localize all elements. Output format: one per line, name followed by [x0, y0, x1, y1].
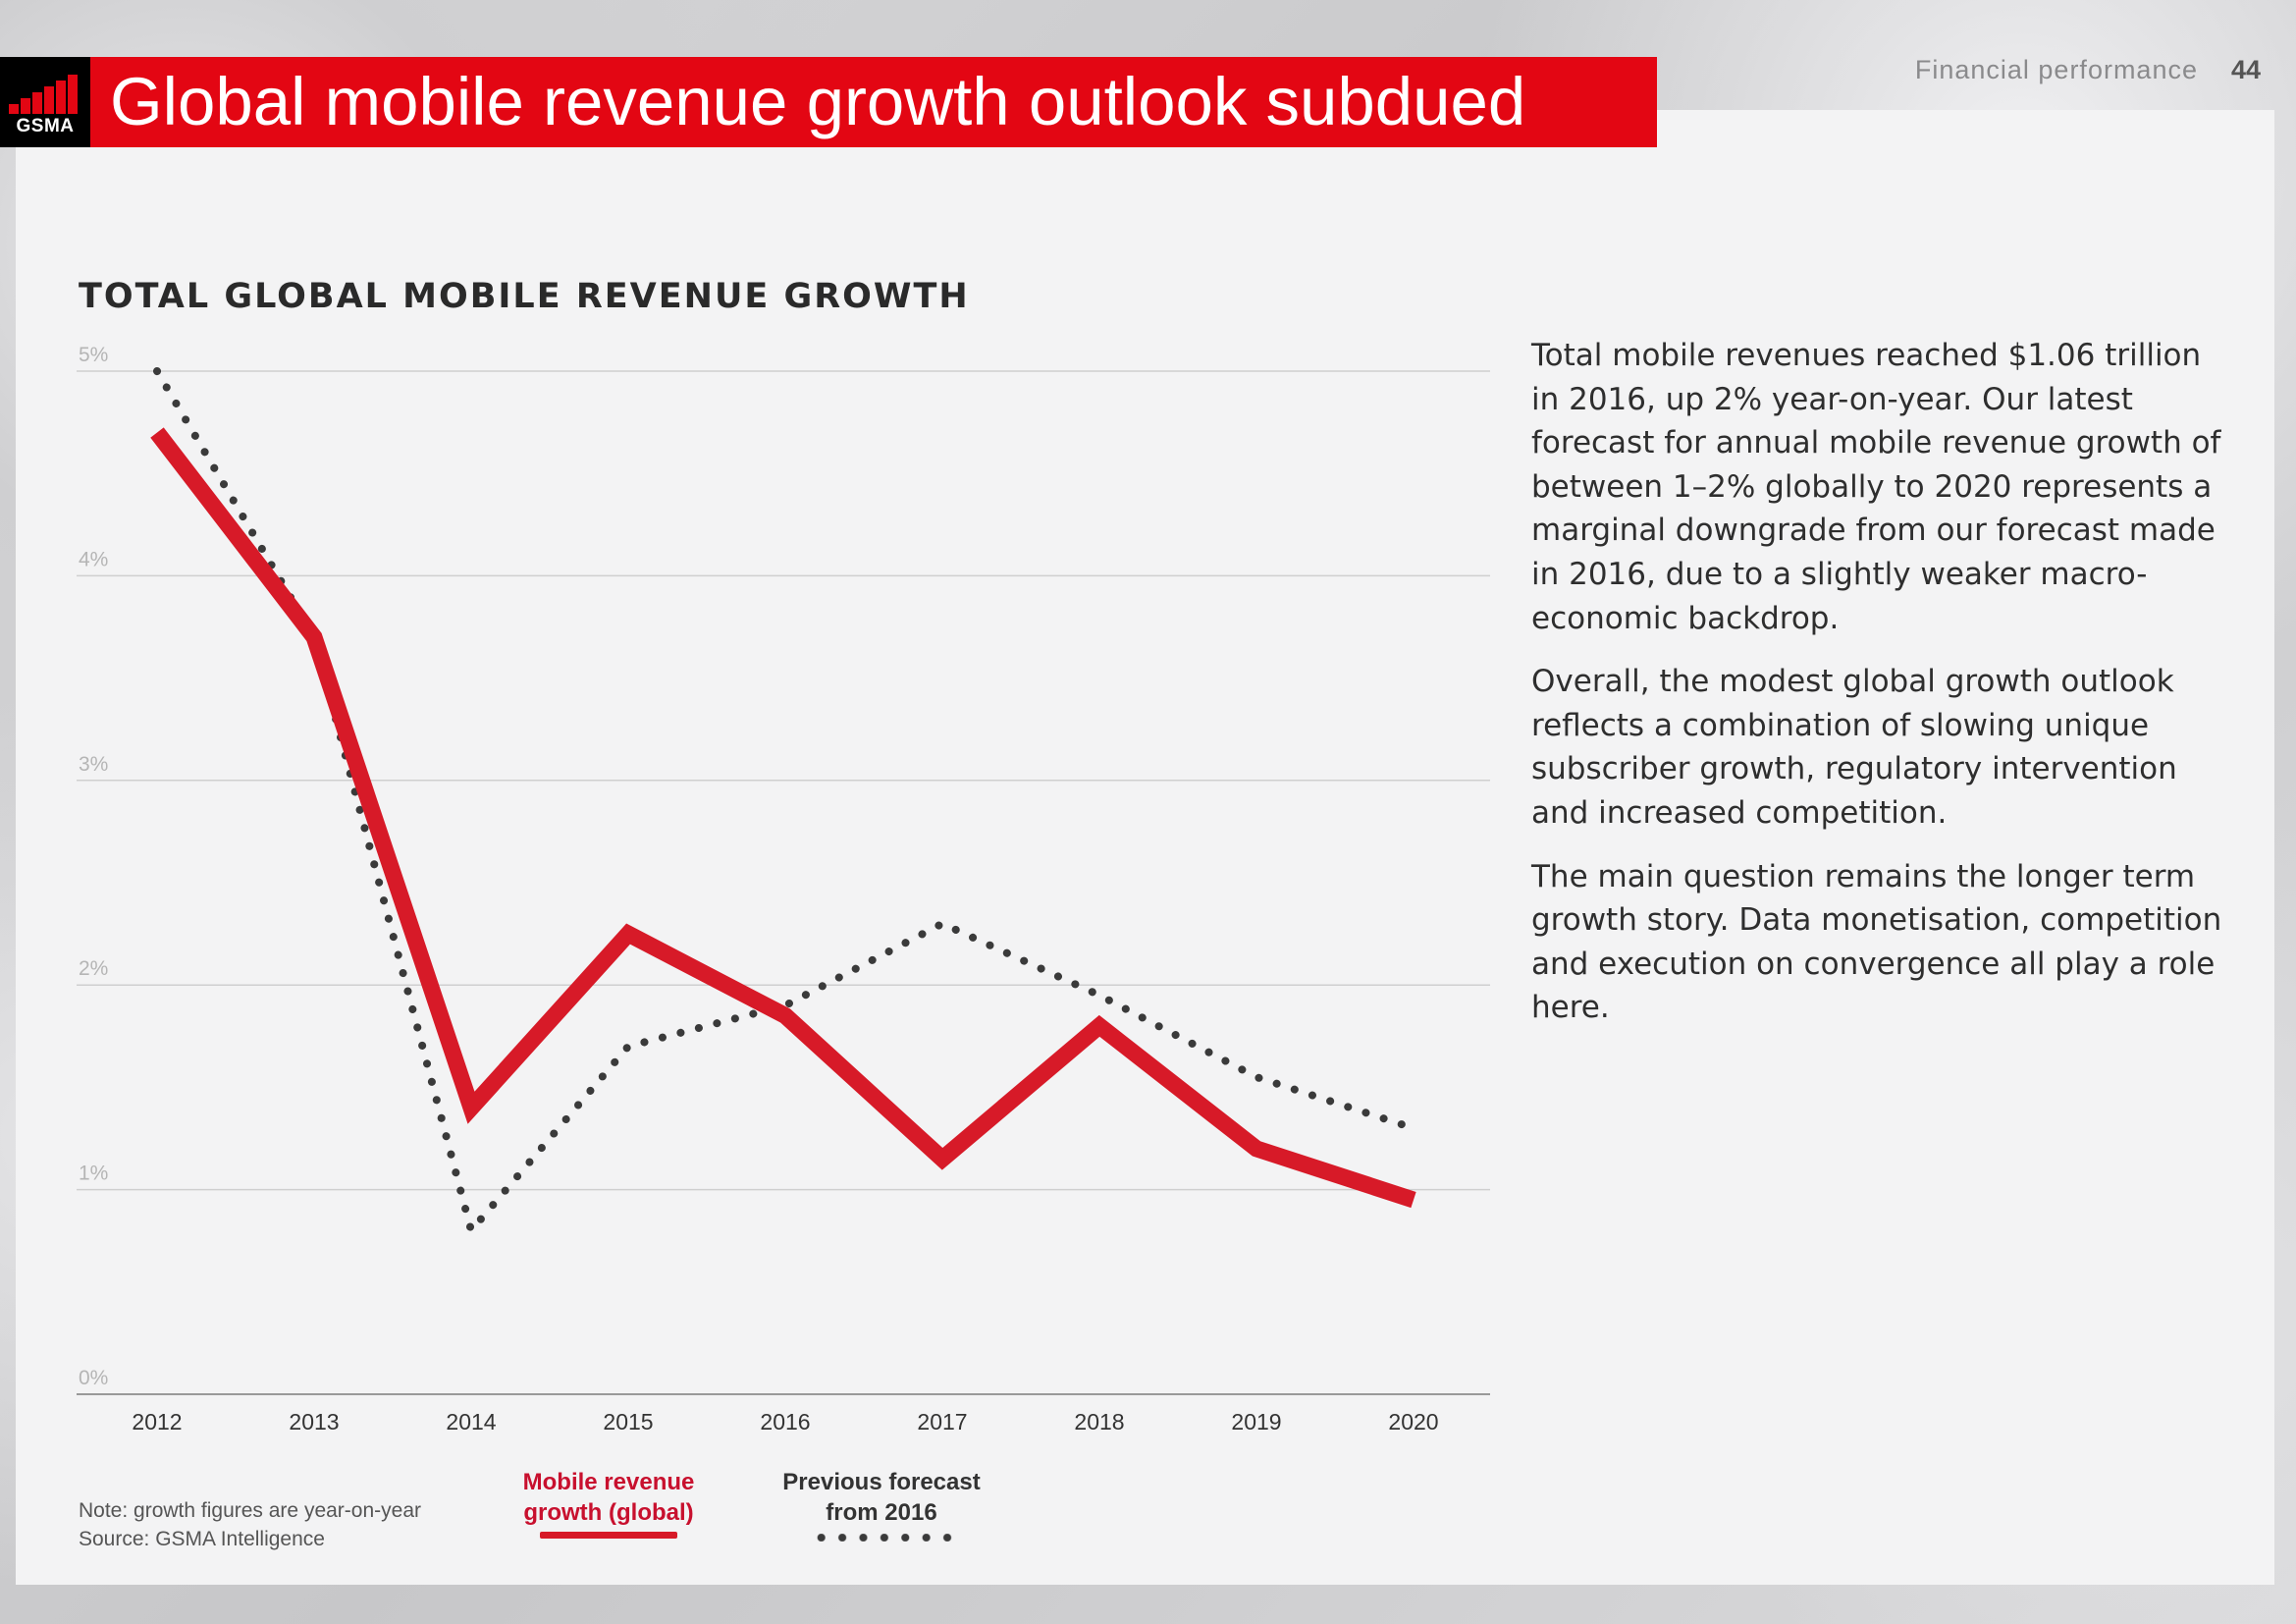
x-tick-label: 2016 — [760, 1409, 810, 1435]
title-bar: Global mobile revenue growth outlook sub… — [90, 57, 1657, 147]
legend-dotted-swatch — [811, 1534, 958, 1542]
chart-series — [150, 367, 1417, 1239]
series-line-previous-forecast — [153, 367, 1417, 1239]
legend-solid-swatch — [540, 1532, 677, 1539]
y-tick-label: 0% — [79, 1367, 108, 1389]
y-tick-label: 4% — [79, 548, 108, 570]
x-axis-labels: 2012 2013 2014 2015 2016 2017 2018 2019 2020 — [132, 1409, 1438, 1435]
section-label: Financial performance — [1914, 55, 2198, 84]
revenue-point-2012 — [156, 432, 158, 434]
legend-item-revenue-growth: Mobile revenue growth (global) — [496, 1467, 721, 1528]
paragraph-3: The main question remains the longer ter… — [1531, 858, 2222, 1026]
revenue-point-2018 — [1098, 1025, 1100, 1027]
source-text: Source: GSMA Intelligence — [79, 1528, 325, 1550]
legend-label-line1: Mobile revenue — [522, 1469, 695, 1495]
forecast-point-2015 — [627, 1046, 629, 1048]
forecast-point-2017 — [941, 923, 943, 925]
paragraph-1: Total mobile revenues reached $1.06 tril… — [1531, 338, 2221, 636]
x-tick-label: 2017 — [917, 1409, 967, 1435]
chart-note: Note: growth figures are year-on-year So… — [79, 1496, 421, 1553]
paragraph-2: Overall, the modest global growth outloo… — [1531, 664, 2177, 831]
revenue-point-2020 — [1413, 1199, 1415, 1201]
forecast-point-2020 — [1413, 1127, 1415, 1129]
x-tick-label: 2019 — [1231, 1409, 1281, 1435]
revenue-point-2017 — [941, 1158, 943, 1160]
page-title: Global mobile revenue growth outlook sub… — [110, 64, 1526, 139]
y-tick-label: 5% — [79, 344, 108, 366]
revenue-point-2015 — [627, 933, 629, 935]
note-text: Note: growth figures are year-on-year — [79, 1499, 421, 1522]
revenue-point-2014 — [470, 1107, 472, 1109]
revenue-point-2019 — [1255, 1148, 1257, 1150]
legend-label-line1: Previous forecast — [782, 1469, 981, 1495]
x-tick-label: 2018 — [1074, 1409, 1124, 1435]
legend-label-line2: growth (global) — [523, 1499, 694, 1526]
x-tick-label: 2012 — [132, 1409, 182, 1435]
legend-item-previous-forecast: Previous forecast from 2016 — [764, 1467, 999, 1528]
y-tick-label: 2% — [79, 957, 108, 980]
x-tick-label: 2020 — [1388, 1409, 1438, 1435]
body-text: Total mobile revenues reached $1.06 tril… — [1531, 334, 2238, 1050]
revenue-point-2016 — [784, 1014, 786, 1016]
forecast-point-2019 — [1255, 1076, 1257, 1078]
logo-text: GSMA — [16, 116, 75, 136]
y-tick-label: 1% — [79, 1163, 108, 1185]
chart-grid — [77, 370, 1490, 1395]
series-line-revenue-growth — [150, 427, 1416, 1209]
revenue-point-2013 — [313, 636, 315, 638]
gsma-logo[interactable]: GSMA — [0, 57, 90, 147]
logo-bars-icon — [9, 75, 78, 114]
y-axis-labels: 5% 4% 3% 2% 1% 0% — [79, 344, 108, 1389]
forecast-point-2018 — [1098, 995, 1100, 997]
x-tick-label: 2014 — [446, 1409, 496, 1435]
x-tick-label: 2015 — [603, 1409, 653, 1435]
legend-label-line2: from 2016 — [826, 1499, 937, 1526]
forecast-point-2012 — [156, 370, 158, 372]
forecast-point-2014 — [470, 1229, 472, 1231]
page-number: 44 — [2230, 55, 2261, 84]
chart-title: TOTAL GLOBAL MOBILE REVENUE GROWTH — [79, 277, 970, 316]
x-tick-label: 2013 — [289, 1409, 339, 1435]
y-tick-label: 3% — [79, 753, 108, 776]
